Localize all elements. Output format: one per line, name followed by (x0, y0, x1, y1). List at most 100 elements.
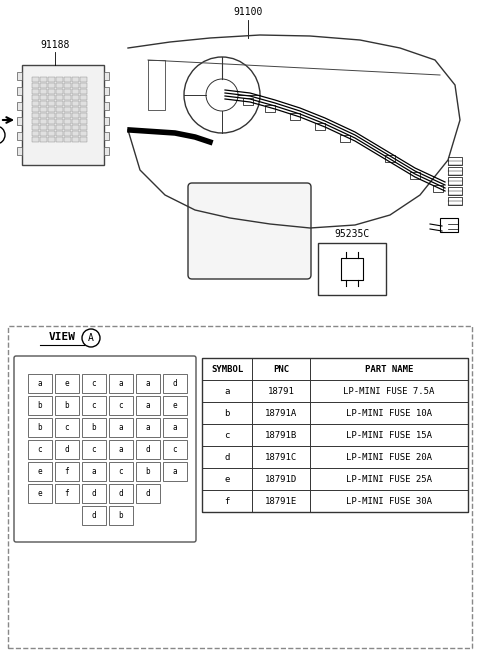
Bar (48, 77, 55, 82)
Text: 95235C: 95235C (335, 229, 370, 239)
Text: d: d (146, 445, 150, 454)
Text: 18791: 18791 (267, 386, 294, 396)
Text: a: a (224, 386, 230, 396)
Bar (104, 102, 109, 110)
Text: a: a (119, 445, 123, 454)
Text: b: b (119, 511, 123, 520)
Text: 18791C: 18791C (265, 453, 297, 462)
Text: c: c (173, 445, 177, 454)
Text: PNC: PNC (273, 365, 289, 373)
Text: LP-MINI FUSE 25A: LP-MINI FUSE 25A (346, 474, 432, 483)
Bar (80, 89, 87, 94)
Bar (28, 418, 52, 437)
Text: c: c (92, 445, 96, 454)
Bar (64, 137, 71, 142)
Bar (82, 484, 106, 503)
Bar (448, 167, 462, 175)
Bar (48, 125, 55, 130)
Bar (72, 89, 79, 94)
Bar (104, 117, 109, 125)
Bar (55, 440, 79, 459)
Text: d: d (119, 489, 123, 498)
Text: d: d (224, 453, 230, 462)
Bar (104, 147, 109, 155)
Bar (56, 119, 63, 124)
FancyBboxPatch shape (14, 356, 196, 542)
Text: c: c (65, 423, 69, 432)
Bar (28, 396, 52, 415)
Bar (290, 113, 300, 120)
Bar (448, 177, 462, 185)
Bar (64, 125, 71, 130)
Bar (40, 89, 47, 94)
Bar (109, 462, 133, 481)
Text: b: b (38, 401, 42, 410)
Bar (80, 83, 87, 88)
Bar (82, 440, 106, 459)
Text: e: e (38, 467, 42, 476)
Bar (40, 77, 47, 82)
Bar (28, 374, 52, 393)
Bar (136, 374, 160, 393)
Text: a: a (119, 423, 123, 432)
Bar (202, 358, 468, 512)
Bar (48, 137, 55, 142)
Text: b: b (92, 423, 96, 432)
Bar (55, 396, 79, 415)
Bar (340, 135, 350, 142)
Bar (32, 119, 39, 124)
Bar (28, 484, 52, 503)
Bar (80, 101, 87, 106)
Bar (17, 87, 22, 95)
Text: b: b (38, 423, 42, 432)
Bar (40, 101, 47, 106)
Bar (104, 87, 109, 95)
Bar (448, 187, 462, 195)
Text: f: f (65, 489, 69, 498)
Text: PART NAME: PART NAME (365, 365, 413, 373)
Bar (109, 418, 133, 437)
FancyBboxPatch shape (188, 183, 311, 279)
Bar (82, 462, 106, 481)
Bar (55, 418, 79, 437)
Bar (48, 113, 55, 118)
Bar (32, 101, 39, 106)
Bar (40, 137, 47, 142)
Bar (80, 137, 87, 142)
Text: f: f (65, 467, 69, 476)
Bar (64, 131, 71, 136)
Text: b: b (65, 401, 69, 410)
Bar (48, 101, 55, 106)
Text: e: e (65, 379, 69, 388)
Bar (48, 83, 55, 88)
Text: e: e (38, 489, 42, 498)
Text: 18791A: 18791A (265, 409, 297, 417)
Bar (318, 243, 386, 295)
Bar (64, 113, 71, 118)
Text: c: c (224, 430, 230, 440)
Bar (28, 440, 52, 459)
Text: d: d (173, 379, 177, 388)
Bar (72, 113, 79, 118)
Bar (82, 418, 106, 437)
Text: b: b (224, 409, 230, 417)
Bar (64, 89, 71, 94)
Bar (17, 117, 22, 125)
Bar (40, 113, 47, 118)
Bar (136, 462, 160, 481)
Bar (385, 155, 395, 162)
Bar (56, 83, 63, 88)
Bar (32, 77, 39, 82)
Bar (40, 125, 47, 130)
Bar (48, 119, 55, 124)
Text: a: a (119, 379, 123, 388)
Bar (64, 77, 71, 82)
Bar (32, 89, 39, 94)
Text: d: d (92, 489, 96, 498)
Bar (315, 123, 325, 130)
Bar (410, 172, 420, 179)
Bar (64, 95, 71, 100)
Bar (56, 77, 63, 82)
Text: d: d (146, 489, 150, 498)
Bar (109, 484, 133, 503)
